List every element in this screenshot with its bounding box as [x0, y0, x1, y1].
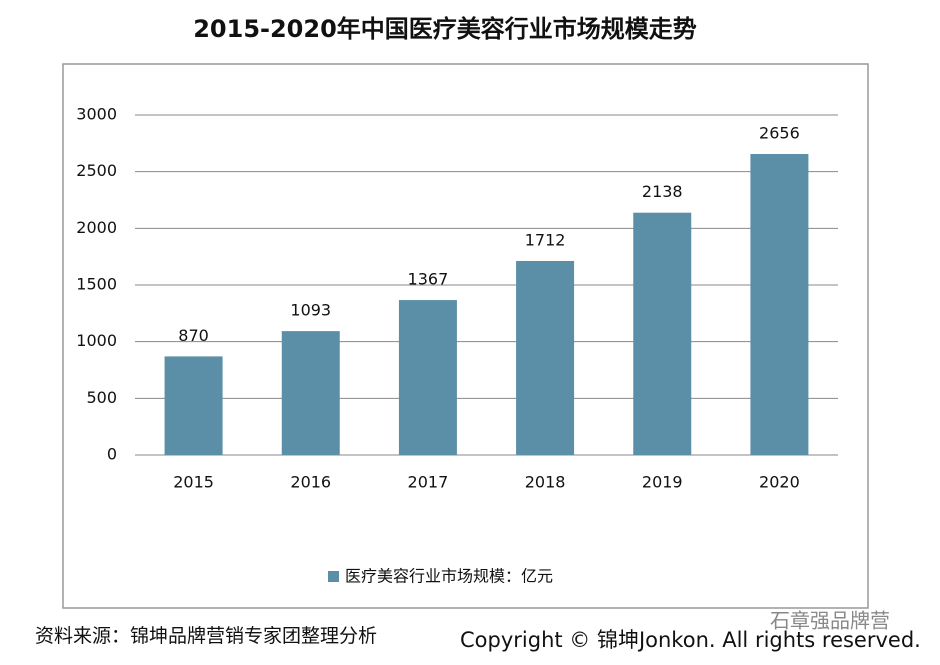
- chart-title: 2015-2020年中国医疗美容行业市场规模走势: [193, 15, 697, 43]
- x-tick-label: 2016: [290, 473, 331, 492]
- bar: [281, 331, 340, 455]
- y-tick-label: 0: [107, 445, 117, 464]
- bar: [398, 300, 457, 455]
- y-tick-label: 3000: [76, 105, 117, 124]
- y-tick-label: 1000: [76, 331, 117, 350]
- y-tick-label: 1500: [76, 275, 117, 294]
- data-label: 2138: [642, 182, 683, 201]
- data-label: 1093: [290, 301, 331, 320]
- bar: [164, 356, 223, 455]
- data-label: 870: [178, 326, 209, 345]
- data-label: 1367: [408, 270, 449, 289]
- copyright: Copyright © 锦坤Jonkon. All rights reserve…: [460, 628, 921, 652]
- source-note: 资料来源：锦坤品牌营销专家团整理分析: [35, 625, 377, 647]
- x-tick-label: 2020: [759, 473, 800, 492]
- chart-frame: [62, 63, 869, 609]
- bar: [633, 212, 692, 455]
- y-tick-label: 500: [86, 388, 117, 407]
- data-label: 1712: [525, 230, 566, 249]
- watermark: 石章强品牌营: [770, 609, 890, 633]
- bar: [516, 260, 575, 455]
- data-label: 2656: [759, 123, 800, 142]
- x-tick-label: 2015: [173, 473, 214, 492]
- y-tick-label: 2500: [76, 161, 117, 180]
- y-tick-label: 2000: [76, 218, 117, 237]
- x-tick-label: 2019: [642, 473, 683, 492]
- legend-label: 医疗美容行业市场规模：亿元: [345, 567, 553, 586]
- x-tick-label: 2018: [525, 473, 566, 492]
- bar: [750, 153, 809, 455]
- x-tick-label: 2017: [408, 473, 449, 492]
- legend-swatch: [328, 571, 339, 582]
